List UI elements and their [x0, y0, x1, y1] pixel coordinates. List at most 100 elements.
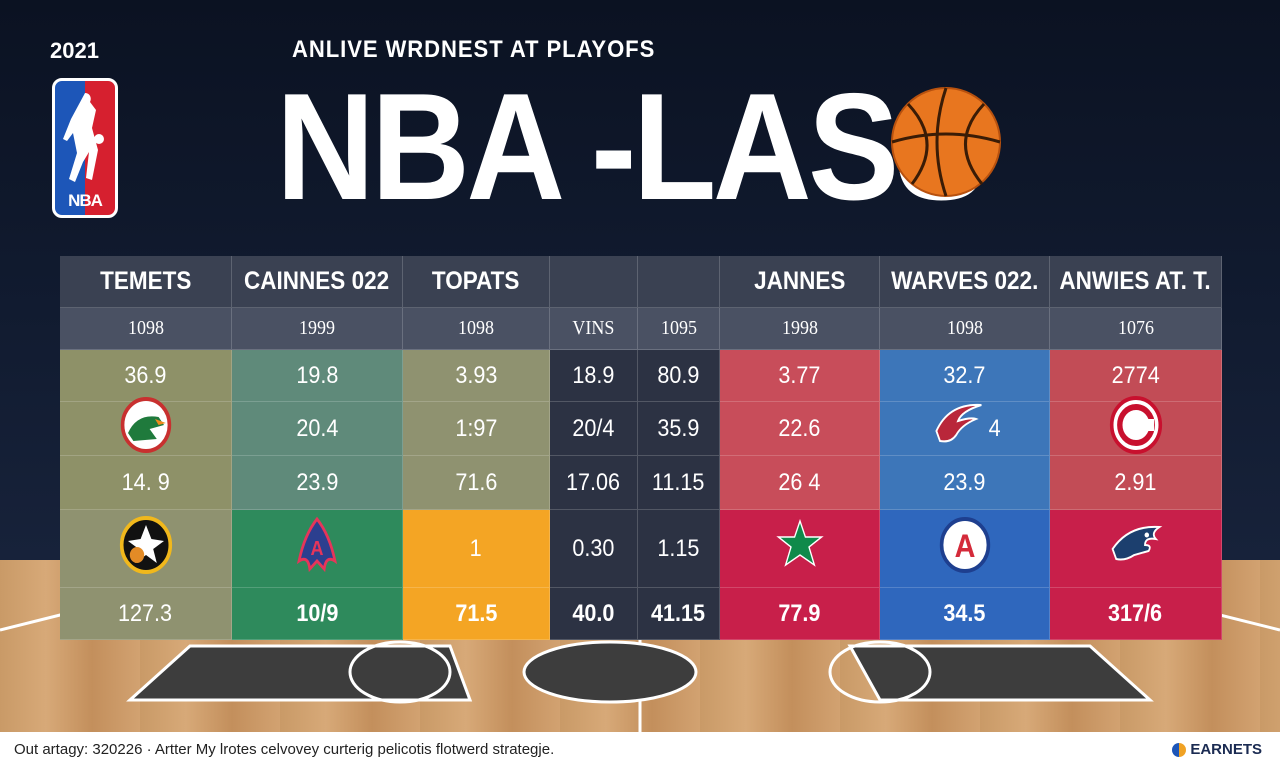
emblem-cell-text: 4	[988, 414, 1001, 442]
emblem-cell	[60, 397, 232, 456]
footer-caption: Out artagy: 320226 · Artter My lrotes ce…	[14, 741, 555, 758]
data-cell: 71.6	[403, 456, 550, 510]
data-cell: 32.7	[880, 350, 1050, 402]
data-cell: 18.9	[550, 350, 638, 402]
data-cell-text: 18.9	[572, 361, 615, 389]
data-cell: 23.9	[232, 456, 403, 510]
header-cell: ANWIES AT. T.	[1050, 256, 1222, 308]
data-cell: 1	[403, 510, 550, 588]
subheader-cell-text: VINS	[572, 317, 615, 339]
data-cell: 2.91	[1050, 456, 1222, 510]
data-cell-text: 71.5	[454, 599, 498, 627]
data-cell: 77.9	[720, 588, 880, 640]
basketball-icon	[891, 87, 1001, 197]
brand-name: EARNETS	[1190, 741, 1262, 758]
data-cell: 3.93	[403, 350, 550, 402]
subheader-cell: 1076	[1050, 308, 1222, 350]
data-cell-text: 1:97	[454, 414, 498, 442]
header-cell: CAINNES 022	[232, 256, 403, 308]
data-cell-text: 35.9	[657, 414, 700, 442]
header-cell: JANNES	[720, 256, 880, 308]
header-cell: WARVES 022.	[880, 256, 1050, 308]
data-cell-text: 10/9	[295, 599, 339, 627]
data-cell: 20.4	[232, 402, 403, 456]
data-cell: 0.30	[550, 510, 638, 588]
data-cell-text: 3.77	[778, 361, 821, 389]
data-cell: 1.15	[638, 510, 720, 588]
subheader-cell: 1098	[60, 308, 232, 350]
emblem-cell: A	[880, 510, 1050, 588]
header-cell	[638, 256, 720, 308]
data-cell-text: 77.9	[778, 599, 821, 627]
stats-table: TEMETS CAINNES 022 TOPATS JANNES WARVES 022.…	[60, 256, 1222, 640]
svg-text:A: A	[311, 538, 324, 560]
data-cell-text: 3.93	[454, 361, 498, 389]
brand-logo: EARNETS	[1172, 741, 1262, 758]
data-cell-text: 22.6	[778, 414, 821, 442]
flame-a-logo-icon: A	[290, 515, 344, 582]
gator-logo-icon	[119, 395, 173, 462]
data-cell: 127.3	[60, 588, 232, 640]
data-cell: 3.77	[720, 350, 880, 402]
data-cell: 20/4	[550, 402, 638, 456]
subheader-cell-text: 1098	[127, 317, 164, 339]
data-cell-text: 20.4	[295, 414, 339, 442]
data-cell: 41.15	[638, 588, 720, 640]
data-cell: 40.0	[550, 588, 638, 640]
subheader-cell-text: 1098	[946, 317, 983, 339]
header-cell-text: JANNES	[753, 267, 846, 295]
subheader-cell-text: 1998	[781, 317, 818, 339]
subheader-cell-text: 1076	[1117, 317, 1154, 339]
page-title: NBA -LASS	[276, 62, 987, 232]
data-cell: 23.9	[880, 456, 1050, 510]
data-cell-text: 80.9	[657, 361, 700, 389]
nba-logo-text: NBA	[68, 191, 103, 210]
data-cell-text: 71.6	[454, 468, 498, 496]
data-cell: 26 4	[720, 456, 880, 510]
data-cell: 36.9	[60, 350, 232, 402]
data-cell: 22.6	[720, 402, 880, 456]
data-cell-text: 2.91	[1114, 468, 1157, 496]
data-cell: 80.9	[638, 350, 720, 402]
emblem-cell	[60, 510, 232, 588]
subheader-cell: 1095	[638, 308, 720, 350]
data-cell: 19.8	[232, 350, 403, 402]
data-cell-text: 127.3	[118, 599, 173, 627]
emblem-cell: A	[232, 510, 403, 588]
data-cell-text: 32.7	[943, 361, 986, 389]
subheader-cell: 1999	[232, 308, 403, 350]
data-cell: 317/6	[1050, 588, 1222, 640]
header-cell-text: CAINNES 022	[244, 267, 390, 295]
eagle-head-icon	[1109, 515, 1163, 582]
subheader-cell-text: 1999	[299, 317, 335, 339]
data-cell: 34.5	[880, 588, 1050, 640]
footer-bar: Out artagy: 320226 · Artter My lrotes ce…	[0, 732, 1280, 768]
data-cell: 11.15	[638, 456, 720, 510]
data-cell-text: 23.9	[295, 468, 339, 496]
emblem-cell	[720, 510, 880, 588]
header-cell-text: TEMETS	[99, 267, 192, 295]
brand-dot-icon	[1172, 742, 1187, 757]
subheader-cell-text: 1098	[458, 317, 494, 339]
emblem-cell	[1050, 396, 1222, 456]
header-cell	[550, 256, 638, 308]
nba-logo: NBA	[52, 78, 118, 218]
svg-text:A: A	[954, 529, 975, 565]
bird-swoosh-icon	[931, 395, 985, 462]
emblem-cell: 4	[880, 402, 1050, 456]
subheader-cell: 1098	[403, 308, 550, 350]
data-cell-text: 1	[469, 534, 483, 562]
data-cell-text: 14. 9	[121, 468, 170, 496]
data-cell: 1:97	[403, 402, 550, 456]
header-cell: TEMETS	[60, 256, 232, 308]
emblem-cell	[1050, 510, 1222, 588]
data-cell-text: 17.06	[566, 468, 621, 496]
data-cell-text: 19.8	[295, 361, 339, 389]
header-cell-text: ANWIES AT. T.	[1059, 267, 1212, 295]
data-cell: 2774	[1050, 350, 1222, 402]
data-cell-text: 40.0	[572, 599, 615, 627]
data-cell-text: 26 4	[778, 468, 821, 496]
data-cell-text: 317/6	[1108, 599, 1163, 627]
data-cell: 71.5	[403, 588, 550, 640]
data-cell-text: 11.15	[652, 468, 705, 496]
